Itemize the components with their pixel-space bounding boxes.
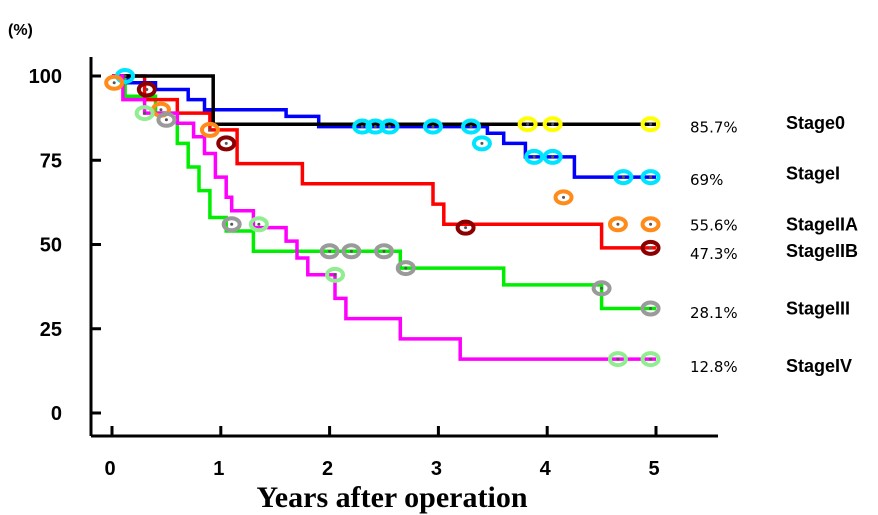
y-tick-label-75: 75 [40,150,62,172]
series-line-stageiii [112,74,656,311]
censor-mark-stageiii-6 [591,280,612,297]
censor-mark-stage0-2 [640,116,661,133]
stage-label-stageiib: StageIIB [786,241,858,261]
axes: 0 25 50 75 100 0 1 2 3 4 5 [29,57,718,480]
stage-label-stageiii: StageIII [786,299,850,319]
pct-label-stage0: 85.7% [690,119,738,137]
censor-mark-stageiib-3 [640,239,661,256]
stage-label-stagei: StageI [786,164,840,184]
censor-mark-stageiv-2 [325,266,346,283]
censor-mark-stageiii-7 [640,300,661,317]
stage-label-stageiia: StageIIA [786,214,858,234]
y-tick-label-0: 0 [51,403,62,425]
censor-marks [104,68,661,368]
censor-mark-stageiv-0 [134,105,155,122]
end-labels: 85.7% Stage0 69% StageI 55.6% StageIIA 47.3% St… [690,113,858,376]
stage-label-stage0: Stage0 [786,113,845,133]
censor-mark-stageiia-2 [199,121,220,138]
series-line-stage0 [112,74,656,126]
censor-mark-stageiv-3 [607,351,628,368]
censor-mark-stagei-5 [461,118,482,135]
censor-mark-stageiii-4 [374,243,394,260]
y-unit-label: (%) [8,22,33,39]
censor-mark-stageiia-0 [104,74,125,91]
pct-label-stageiia: 55.6% [690,216,738,234]
series-line-stageiv [112,74,656,361]
censor-mark-stage0-1 [542,116,563,133]
x-tick-label-1: 1 [213,458,224,480]
stage-label-stageiv: StageIV [786,356,852,376]
x-tick-label-0: 0 [104,458,115,480]
censor-mark-stagei-4 [422,118,443,135]
x-axis-title: Years after operation [256,481,527,514]
pct-label-stageiv: 12.8% [690,358,738,376]
censor-mark-stageiia-4 [607,216,628,233]
x-tick-label-2: 2 [322,458,333,480]
censor-mark-stageiv-1 [248,216,269,233]
censor-mark-stageiii-1 [221,216,242,233]
series-lines [112,74,656,361]
censor-mark-stageiia-5 [640,216,661,233]
pct-label-stagei: 69% [690,171,723,189]
censor-mark-stageiib-1 [216,135,237,152]
x-tick-label-4: 4 [540,458,552,480]
censor-mark-stagei-9 [613,169,634,186]
x-tick-label-3: 3 [431,458,442,480]
censor-mark-stageiia-3 [553,189,574,206]
pct-label-stageiii: 28.1% [690,304,738,322]
y-tick-label-25: 25 [40,319,62,341]
pct-label-stageiib: 47.3% [690,245,738,263]
censor-mark-stagei-1 [352,118,373,135]
censor-mark-stagei-8 [542,148,563,165]
y-tick-label-100: 100 [29,66,62,88]
censor-mark-stageiv-4 [640,351,661,368]
censor-mark-stageiii-3 [341,243,362,260]
censor-mark-stagei-7 [524,148,545,165]
censor-mark-stageiib-2 [455,219,476,236]
y-tick-label-50: 50 [40,235,62,257]
x-tick-label-5: 5 [648,458,659,480]
censor-mark-stage0-0 [517,116,538,133]
censor-mark-stageiii-2 [319,243,340,260]
censor-mark-stagei-10 [640,169,661,186]
censor-mark-stageiib-0 [136,81,157,98]
censor-mark-stageiii-5 [395,260,416,277]
censor-mark-stagei-6 [471,135,492,152]
censor-mark-stagei-3 [379,118,400,135]
censor-mark-stageiii-0 [156,111,177,128]
